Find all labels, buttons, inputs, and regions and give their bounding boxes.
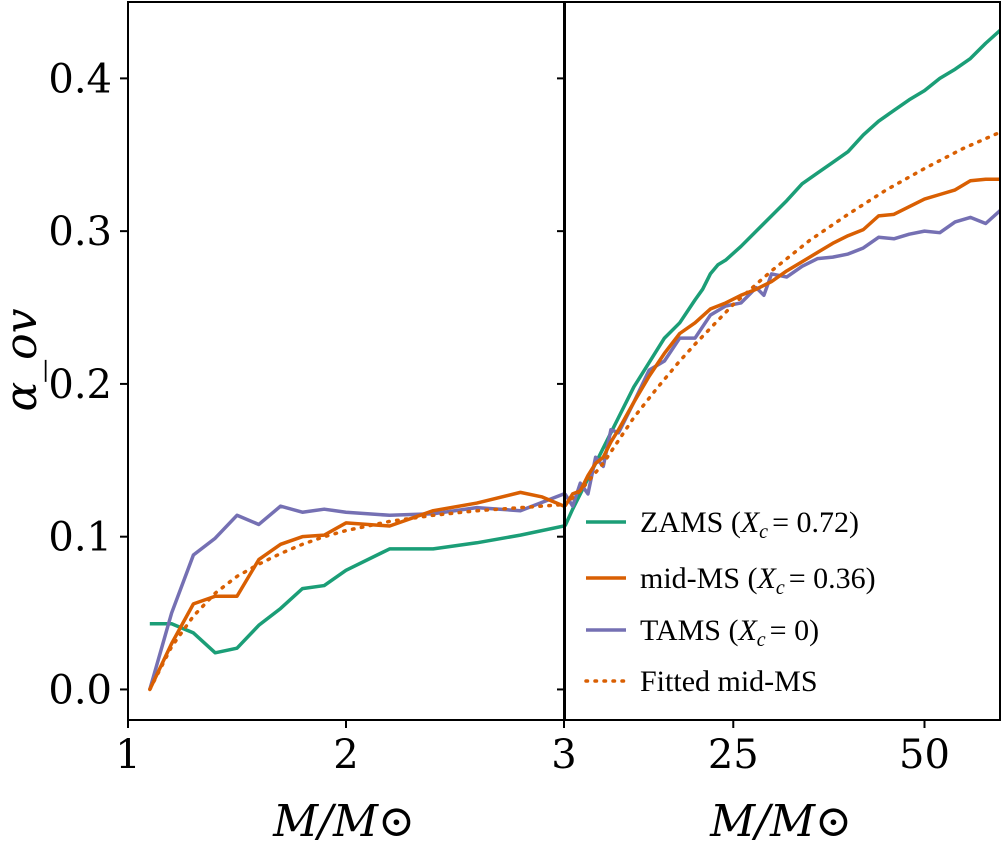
ytick-label: 0.1	[48, 515, 112, 561]
left-panel-series	[148, 490, 564, 692]
legend: ZAMS (Xc = 0.72) mid-MS (Xc = 0.36) TAMS (Xc…	[584, 506, 876, 698]
series-line-zams-left	[149, 524, 564, 655]
legend-label-fit: Fitted mid-MS	[640, 665, 818, 698]
ytick-label: 0.0	[48, 667, 112, 713]
series-line-fit-right	[565, 130, 1001, 507]
yaxis-label: α_ov	[0, 308, 47, 411]
axes-frame-right	[564, 1, 1001, 721]
ticks: 0.0 0.1 0.2 0.3 0.4 1 2 3 M/M⊙ 25 50 M/M⊙ α_ov	[0, 56, 950, 847]
xaxis-label-left: M/M⊙	[272, 796, 415, 847]
series-line-mid-left	[148, 490, 564, 691]
axes-frame-left	[127, 1, 565, 721]
legend-label-mid: mid-MS (Xc = 0.36)	[640, 562, 876, 599]
series-line-fit-left	[148, 502, 564, 692]
series-line-tams-right	[565, 208, 1001, 508]
series-line-mid-right	[565, 177, 1001, 508]
ytick-label: 0.2	[48, 362, 112, 408]
legend-label-zams: ZAMS (Xc = 0.72)	[640, 506, 859, 543]
ytick-label: 0.4	[48, 56, 112, 102]
series-line-tams-left	[148, 492, 564, 690]
xtick-label-left: 3	[551, 732, 576, 778]
xtick-label-right: 50	[899, 732, 950, 778]
xtick-label-right: 25	[708, 732, 759, 778]
xaxis-label-right: M/M⊙	[709, 796, 852, 847]
axes	[127, 1, 1001, 721]
ytick-label: 0.3	[48, 209, 112, 255]
legend-label-tams: TAMS (Xc = 0)	[640, 614, 819, 651]
xtick-label-left: 2	[333, 732, 358, 778]
xtick-label-left: 1	[115, 732, 140, 778]
right-panel-series	[565, 28, 1001, 527]
